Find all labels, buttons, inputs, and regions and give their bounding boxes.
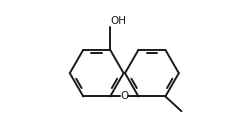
Text: OH: OH xyxy=(111,16,127,26)
Text: O: O xyxy=(120,91,128,101)
